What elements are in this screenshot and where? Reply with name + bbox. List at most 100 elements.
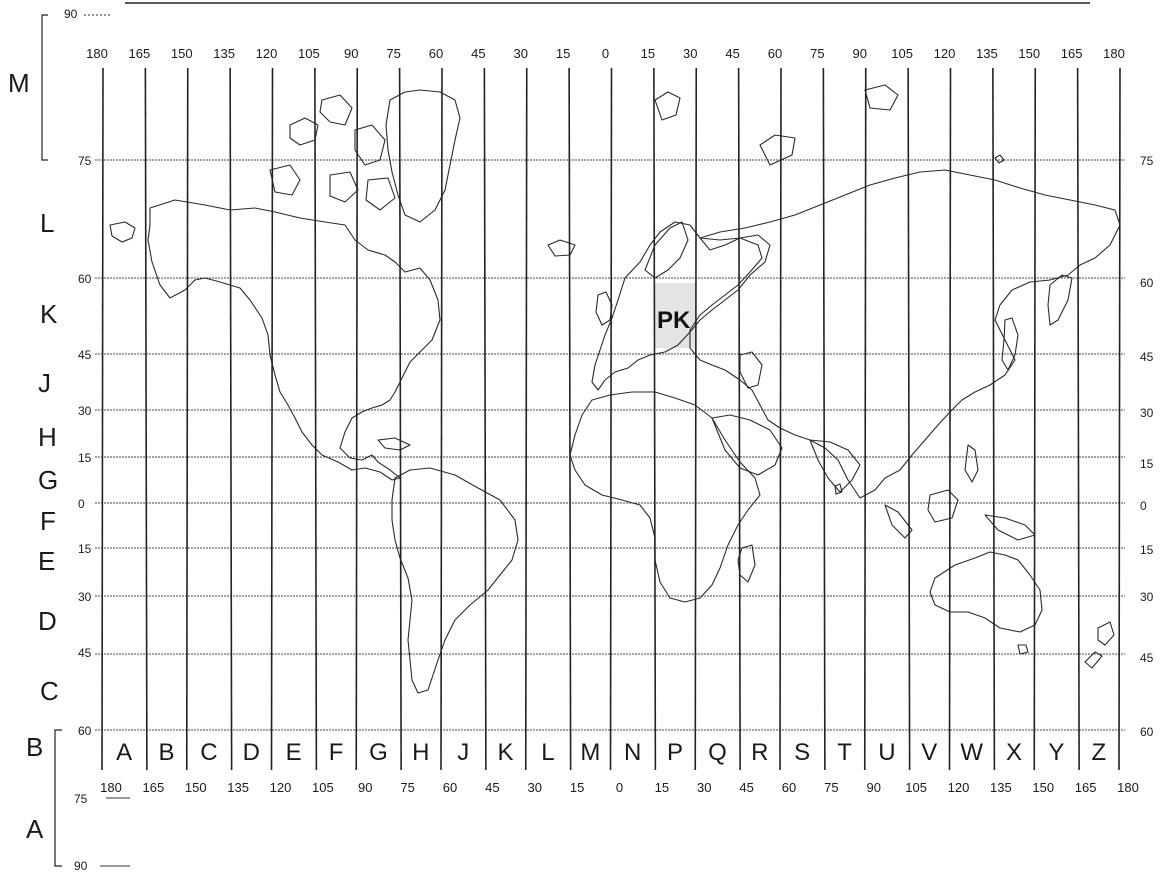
bottom-longitude-label: 90	[867, 780, 881, 795]
column-letter: T	[837, 739, 852, 766]
new-zealand-south-coast	[1084, 651, 1103, 669]
left-latitude-label: 75	[74, 792, 88, 806]
right-latitude-labels: 75 60 45 30 15 0 15 30 45 60	[1140, 154, 1154, 739]
row-letter: C	[40, 676, 59, 706]
row-a-bracket	[54, 729, 62, 867]
bottom-longitude-labels: 180 165 150 135 120 105 90 75 60 45 30 15 0 15 30 45 60 7…	[100, 780, 1139, 795]
top-longitude-label: 15	[556, 46, 570, 61]
asia-coast	[689, 169, 1121, 499]
top-longitude-label: 90	[853, 46, 867, 61]
right-latitude-label: 30	[1140, 406, 1154, 420]
top-longitude-label: 135	[213, 46, 235, 61]
meridian-line	[144, 67, 148, 771]
meridian-line	[568, 67, 572, 771]
greenland-coast	[385, 89, 461, 223]
bottom-longitude-label: 15	[655, 780, 669, 795]
bottom-longitude-label: 45	[739, 780, 753, 795]
left-latitude-label: 60	[78, 272, 92, 286]
bottom-longitude-label: 120	[948, 780, 970, 795]
india-coast	[809, 439, 861, 493]
column-letter: Y	[1048, 739, 1064, 766]
arctic-islands-5	[329, 171, 359, 203]
bottom-longitude-label: 135	[990, 780, 1012, 795]
top-longitude-label: 150	[1018, 46, 1040, 61]
column-letter: G	[369, 739, 388, 766]
row-letter: B	[26, 732, 43, 762]
meridian-line	[1118, 67, 1121, 771]
left-latitude-label: 15	[78, 542, 92, 556]
right-latitude-label: 15	[1140, 543, 1154, 557]
new-guinea-coast	[984, 514, 1036, 541]
right-latitude-label: 45	[1140, 350, 1154, 364]
row-letter: D	[38, 606, 57, 636]
bottom-longitude-label: 30	[528, 780, 542, 795]
meridian-line	[822, 67, 826, 771]
alaska-coast	[109, 221, 136, 243]
left-latitude-labels: 90 75 60 45 30 15 0 15 30 45 60 75 90	[64, 7, 92, 873]
meridian-line	[907, 67, 911, 771]
australia-coast	[929, 551, 1043, 633]
novaya-zemlya-coast	[759, 134, 796, 166]
left-latitude-label: 15	[78, 451, 92, 465]
meridian-line	[863, 67, 867, 771]
column-letter: X	[1006, 739, 1022, 766]
top-longitude-label: 45	[471, 46, 485, 61]
top-longitude-label: 30	[514, 46, 528, 61]
meridian-line	[355, 67, 359, 771]
bottom-longitude-label: 150	[1032, 780, 1054, 795]
top-longitude-label: 120	[256, 46, 278, 61]
top-longitude-label: 105	[891, 46, 913, 61]
column-letter: F	[329, 739, 344, 766]
column-letter: V	[921, 739, 937, 766]
top-longitude-label: 165	[129, 46, 151, 61]
bottom-longitude-label: 165	[143, 780, 165, 795]
bottom-longitude-label: 150	[185, 780, 207, 795]
column-letter: K	[498, 739, 514, 766]
scandinavia-coast	[644, 221, 689, 279]
top-longitude-label: 90	[344, 46, 358, 61]
right-latitude-label: 0	[1140, 499, 1147, 513]
arctic-islands-1	[289, 117, 319, 146]
meridians	[101, 67, 1121, 771]
bottom-longitude-label: 30	[697, 780, 711, 795]
sumatra-coast	[884, 504, 913, 539]
top-longitude-label: 165	[1061, 46, 1083, 61]
svalbard-coast	[654, 91, 681, 121]
meridian-line	[653, 67, 657, 771]
madagascar-coast	[737, 544, 756, 583]
top-longitude-label: 180	[1103, 46, 1125, 61]
column-letter: W	[960, 739, 983, 766]
row-letter: K	[40, 299, 58, 329]
column-letter: B	[159, 739, 175, 766]
meridian-line	[992, 67, 996, 771]
right-latitude-label: 60	[1140, 725, 1154, 739]
meridian-line	[101, 67, 104, 771]
top-longitude-label: 120	[934, 46, 956, 61]
arabia-coast	[711, 414, 783, 476]
column-letter: U	[878, 739, 895, 766]
row-letter: G	[38, 465, 58, 495]
right-latitude-label: 60	[1140, 276, 1154, 290]
meridian-line	[694, 67, 698, 771]
uk-coast	[595, 291, 613, 326]
meridian-line	[270, 67, 274, 771]
bottom-longitude-label: 135	[227, 780, 249, 795]
pk-cell-shading	[655, 283, 695, 348]
bottom-longitude-label: 165	[1075, 780, 1097, 795]
top-longitude-label: 15	[641, 46, 655, 61]
top-longitude-label: 45	[725, 46, 739, 61]
left-latitude-label: 90	[64, 7, 78, 21]
europe-coast	[591, 221, 771, 391]
arctic-islands-4	[269, 164, 301, 196]
left-latitude-label: 45	[78, 646, 92, 660]
left-latitude-label: 30	[78, 404, 92, 418]
meridian-line	[398, 67, 402, 771]
bottom-longitude-label: 180	[100, 780, 122, 795]
bottom-longitude-label: 60	[443, 780, 457, 795]
bottom-longitude-label: 60	[782, 780, 796, 795]
meridian-line	[229, 67, 233, 771]
left-latitude-label: 30	[78, 590, 92, 604]
top-longitude-label: 30	[683, 46, 697, 61]
meridian-line	[737, 67, 741, 771]
